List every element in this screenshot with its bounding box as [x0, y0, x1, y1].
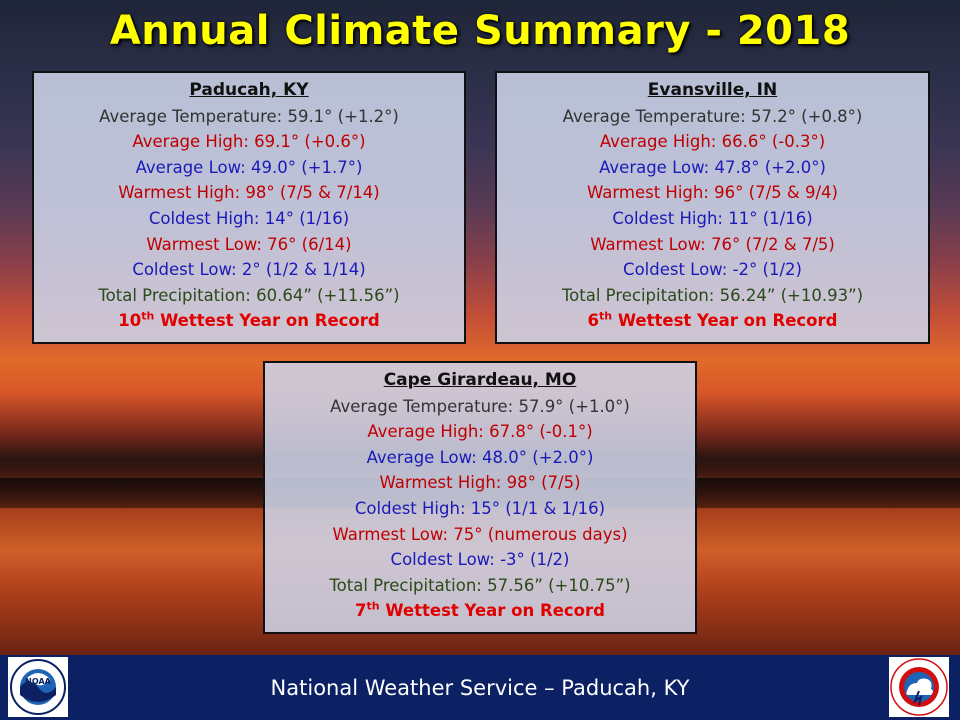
noaa-logo-icon: NOAA: [8, 657, 68, 717]
coldest-low: Coldest Low: -2° (1/2): [623, 260, 802, 280]
station-box-evansville: Evansville, IN Average Temperature: 57.2…: [495, 71, 930, 344]
wettest-rank: 6th Wettest Year on Record: [497, 308, 928, 334]
warmest-high: Warmest High: 96° (7/5 & 9/4): [587, 183, 838, 203]
station-box-paducah: Paducah, KY Average Temperature: 59.1° (…: [32, 71, 466, 344]
page-title: Annual Climate Summary - 2018: [109, 8, 851, 54]
rank-suffix: th: [366, 599, 380, 613]
warmest-high: Warmest High: 98° (7/5 & 7/14): [118, 183, 380, 203]
coldest-high: Coldest High: 11° (1/16): [612, 208, 813, 228]
warmest-low: Warmest Low: 76° (6/14): [146, 234, 352, 254]
svg-text:NOAA: NOAA: [25, 677, 51, 686]
warmest-low: Warmest Low: 75° (numerous days): [332, 524, 628, 544]
rank-number: 6: [587, 311, 599, 331]
avg-temp: Average Temperature: 59.1° (+1.2°): [99, 106, 399, 126]
coldest-high: Coldest High: 15° (1/1 & 1/16): [354, 498, 606, 518]
avg-high: Average High: 69.1° (+0.6°): [132, 132, 366, 152]
wettest-rank: 7th Wettest Year on Record: [265, 598, 695, 624]
avg-high: Average High: 67.8° (-0.1°): [367, 422, 593, 442]
avg-temp: Average Temperature: 57.9° (+1.0°): [330, 396, 630, 416]
rank-number: 7: [355, 601, 367, 621]
total-precip: Total Precipitation: 57.56” (+10.75”): [329, 575, 631, 595]
rank-text: Wettest Year on Record: [379, 601, 605, 621]
rank-text: Wettest Year on Record: [154, 311, 380, 331]
rank-suffix: th: [598, 309, 613, 323]
station-name: Evansville, IN: [647, 80, 778, 100]
total-precip: Total Precipitation: 56.24” (+10.93”): [561, 285, 864, 305]
wettest-rank: 10th Wettest Year on Record: [34, 308, 464, 334]
avg-low: Average Low: 49.0° (+1.7°): [135, 157, 363, 177]
station-name: Cape Girardeau, MO: [383, 370, 577, 390]
avg-low: Average Low: 48.0° (+2.0°): [366, 447, 594, 467]
nws-logo-icon: [889, 657, 949, 717]
warmest-low: Warmest Low: 76° (7/2 & 7/5): [590, 234, 835, 254]
warmest-high: Warmest High: 98° (7/5): [379, 473, 581, 493]
footer-text: National Weather Service – Paducah, KY: [270, 676, 690, 700]
station-name: Paducah, KY: [189, 80, 309, 100]
coldest-low: Coldest Low: 2° (1/2 & 1/14): [132, 260, 366, 280]
rank-number: 10: [118, 311, 142, 331]
avg-high: Average High: 66.6° (-0.3°): [599, 132, 826, 152]
avg-low: Average Low: 47.8° (+2.0°): [599, 157, 826, 177]
station-box-cape-girardeau: Cape Girardeau, MO Average Temperature: …: [263, 361, 697, 634]
rank-text: Wettest Year on Record: [612, 311, 838, 331]
coldest-low: Coldest Low: -3° (1/2): [390, 550, 570, 570]
rank-suffix: th: [141, 309, 155, 323]
coldest-high: Coldest High: 14° (1/16): [148, 208, 350, 228]
avg-temp: Average Temperature: 57.2° (+0.8°): [562, 106, 863, 126]
total-precip: Total Precipitation: 60.64” (+11.56”): [98, 285, 400, 305]
footer-bar: [0, 655, 960, 720]
